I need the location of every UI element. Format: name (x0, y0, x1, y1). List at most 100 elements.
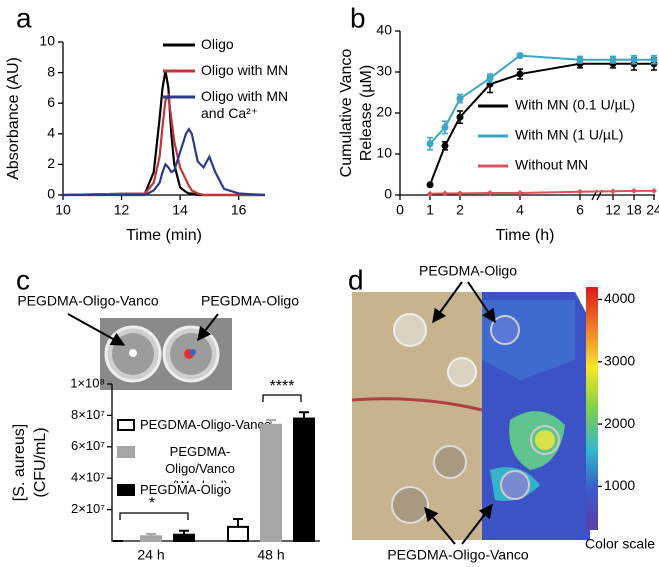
y-tick-label: 8 (47, 63, 55, 79)
x-tick-label: 6 (576, 202, 584, 218)
legend-label: Without MN (515, 157, 588, 173)
bar (140, 535, 162, 542)
legend-label: Oligo with MN (201, 62, 289, 78)
x-tick-label: 2 (456, 202, 464, 218)
y-tick-label: 2000 (604, 415, 635, 431)
x-tick-label: 18 (626, 202, 642, 218)
point (441, 123, 449, 131)
legend-label: PEGDMA-Oligo-Vanco (140, 417, 272, 432)
y-tick-label: 10 (376, 145, 392, 161)
y-tick-label: 6×10⁷ (71, 438, 105, 453)
x-axis-label: Time (h) (496, 227, 555, 244)
y-tick-label: 2×10⁷ (71, 501, 105, 516)
x-tick-label: 14 (172, 202, 188, 218)
point (650, 56, 658, 64)
y-tick-label: 6 (47, 94, 55, 110)
photo-label: PEGDMA-Oligo-Vanco (17, 293, 159, 309)
point (487, 189, 493, 196)
legend-label: Oligo with MN and Ca²⁺ (201, 88, 289, 121)
y-axis-label: Absorbance (AU) (5, 57, 22, 180)
point (651, 187, 657, 194)
point (516, 70, 524, 78)
x-tick-label: 24 h (137, 547, 164, 563)
y-tick-label: 0 (384, 186, 392, 202)
legend-label-box: Oligo (201, 36, 234, 52)
bar (173, 533, 195, 542)
series-line (63, 127, 266, 197)
x-tick-label: 4 (516, 202, 524, 218)
point (486, 74, 494, 82)
series-line (429, 189, 654, 195)
point (576, 56, 584, 64)
x-tick-label: 10 (55, 202, 71, 218)
x-tick-label: 24 (646, 202, 659, 218)
legend-label-box: PEGDMA-Oligo-Vanco (140, 417, 272, 432)
annotation: * (149, 495, 155, 512)
error-bar (179, 529, 189, 535)
legend-label-box: PEGDMA-Oligo/Vanco (Washed) (165, 444, 235, 483)
significance-bracket (262, 394, 302, 402)
x-tick-label: 0 (396, 202, 404, 218)
y-axis-label: Release (µM) (358, 65, 375, 161)
bar (227, 525, 249, 542)
y-axis-label: Cumulative Vanco (338, 49, 355, 178)
legend-label: PEGDMA-Oligo (140, 482, 232, 497)
colorbar (586, 287, 598, 530)
point (442, 190, 448, 197)
panel-label: d (348, 264, 364, 295)
significance-bracket (119, 512, 189, 520)
panel-label: a (16, 2, 32, 33)
x-tick-label: 1 (426, 202, 434, 218)
y-axis-label: [S. aureus] (11, 424, 28, 501)
point (456, 113, 464, 121)
legend-swatch (117, 446, 135, 458)
y-tick-label: 4×10⁷ (71, 470, 105, 485)
legend-label-box: Oligo with MN and Ca²⁺ (201, 88, 289, 121)
x-tick-label: 12 (114, 202, 130, 218)
colorbar-title: Color scale (585, 536, 655, 552)
legend-label-box: PEGDMA-Oligo (140, 482, 232, 497)
point (630, 56, 638, 64)
panel-label: b (350, 2, 366, 33)
y-tick-label: 30 (376, 63, 392, 79)
y-tick-label: 8×10⁷ (71, 407, 105, 422)
legend-swatch (117, 419, 135, 431)
y-tick-label: 1000 (604, 477, 635, 493)
y-tick-label: 2 (47, 155, 55, 171)
bar (293, 417, 315, 543)
y-tick-label: 4000 (604, 290, 635, 306)
photo-d-arrows (424, 281, 496, 545)
y-tick-label: 4 (47, 125, 55, 141)
legend-label: With MN (1 U/µL) (515, 127, 623, 143)
legend-label: PEGDMA-Oligo/Vanco (Washed) (165, 444, 235, 483)
y-tick-label: 40 (376, 22, 392, 38)
error-bar (233, 518, 243, 527)
axes (111, 384, 320, 542)
photo-c (67, 313, 232, 390)
legend-swatch (117, 484, 135, 496)
legend-label: With MN (0.1 U/µL) (515, 97, 635, 113)
point (426, 140, 434, 148)
y-tick-label: 1×10⁸ (70, 375, 105, 390)
error-bar (299, 411, 309, 419)
y-tick-label: 0 (47, 186, 55, 202)
photo-label: PEGDMA-Oligo (419, 263, 517, 279)
point (609, 56, 617, 64)
error-bar (146, 532, 156, 537)
y-tick-label: 20 (376, 104, 392, 120)
point (577, 188, 583, 195)
y-tick-label: 10 (39, 33, 55, 49)
y-axis-label: (CFU/mL) (32, 427, 49, 497)
point (631, 187, 637, 194)
panel-label: c (16, 264, 30, 295)
point (426, 181, 434, 189)
point (516, 52, 524, 60)
x-tick-label: 16 (231, 202, 247, 218)
photo-d (352, 292, 590, 540)
x-axis-label: Time (min) (126, 227, 202, 244)
point (457, 190, 463, 197)
x-tick-label: 48 h (257, 547, 284, 563)
photo-label: PEGDMA-Oligo (201, 293, 299, 309)
point (427, 190, 433, 197)
